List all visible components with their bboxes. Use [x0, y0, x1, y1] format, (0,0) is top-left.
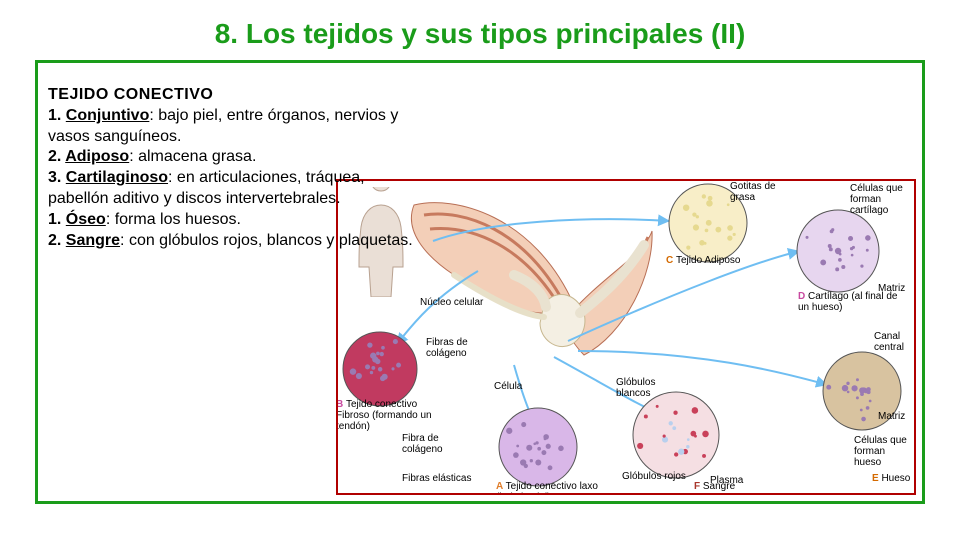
section-heading: TEJIDO CONECTIVO — [48, 85, 428, 106]
list-item: 2. Sangre: con glóbulos rojos, blancos y… — [48, 231, 428, 252]
tissue-F-circle — [632, 391, 720, 479]
tissue-name-C: C Tejido Adiposo — [666, 255, 741, 266]
tissue-D-circle — [796, 209, 880, 293]
list-item: 3. Cartilaginoso: en articulaciones, trá… — [48, 168, 428, 210]
list-item: 1. Conjuntivo: bajo piel, entre órganos,… — [48, 106, 428, 148]
tissue-name-D: D Cartílago (al final de un hueso) — [798, 291, 908, 313]
callout-label: Gotitas de grasa — [730, 181, 800, 203]
callout-label: Célula — [494, 381, 522, 392]
tissue-name-F: F Sangre — [694, 481, 735, 492]
tissue-name-E: E Hueso — [872, 473, 910, 484]
list-item: 2. Adiposo: almacena grasa. — [48, 147, 428, 168]
callout-label: Glóbulos blancos — [616, 377, 686, 399]
callout-label: Glóbulos rojos — [622, 471, 686, 482]
text-column: TEJIDO CONECTIVO 1. Conjuntivo: bajo pie… — [48, 85, 428, 251]
callout-label: Células que forman cartílago — [850, 183, 914, 216]
slide-title: 8. Los tejidos y sus tipos principales (… — [0, 0, 960, 60]
callout-label: Matriz — [878, 411, 905, 422]
tissue-B-circle — [342, 331, 418, 407]
list-item: 1. Óseo: forma los huesos. — [48, 210, 428, 231]
callout-label: Núcleo celular — [420, 297, 483, 308]
callout-label: Fibras elásticas — [402, 473, 471, 484]
tissue-name-B: B Tejido conectivo Fibroso (formando un … — [336, 399, 446, 432]
callout-label: Canal central — [874, 331, 914, 353]
definition-list: 1. Conjuntivo: bajo piel, entre órganos,… — [48, 106, 428, 252]
tissue-name-A: A Tejido conectivo laxo (bajo la piel) — [496, 481, 606, 495]
content-box: TEJIDO CONECTIVO 1. Conjuntivo: bajo pie… — [35, 60, 925, 504]
callout-label: Células que forman hueso — [854, 435, 914, 468]
tissue-A-circle — [498, 407, 578, 487]
callout-label: Fibra de colágeno — [402, 433, 472, 455]
callout-label: Fibras de colágeno — [426, 337, 496, 359]
